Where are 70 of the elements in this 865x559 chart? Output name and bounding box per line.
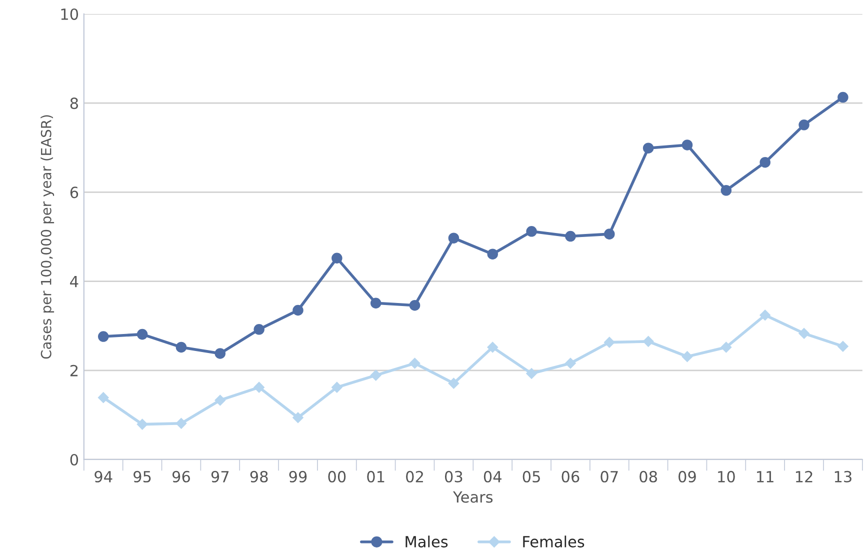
- x-tick-label: 13: [834, 470, 852, 482]
- x-tick-label: 95: [134, 470, 151, 482]
- point: [682, 140, 693, 150]
- point: [370, 370, 382, 381]
- x-tick-label: 10: [718, 470, 735, 482]
- x-tick-label: 02: [406, 470, 423, 482]
- point: [487, 248, 498, 260]
- x-tick-label: 00: [328, 470, 346, 482]
- point: [526, 368, 537, 379]
- x-tick-label: 96: [172, 470, 190, 482]
- point: [798, 120, 810, 130]
- point: [136, 418, 148, 430]
- point: [682, 351, 693, 362]
- x-tick-label: 03: [444, 470, 462, 482]
- point: [448, 232, 460, 244]
- point: [176, 342, 187, 353]
- x-axis-title: Years: [452, 491, 493, 503]
- point: [838, 92, 848, 103]
- point: [292, 412, 304, 424]
- x-tick-label: 12: [796, 470, 812, 482]
- y-tick-label: 6: [70, 186, 78, 198]
- y-tick-label: 8: [70, 98, 78, 110]
- x-tick-label: 94: [94, 470, 112, 482]
- x-tick-label: 98: [250, 470, 268, 482]
- point: [136, 328, 148, 340]
- point: [254, 382, 264, 393]
- x-tick-label: 07: [600, 470, 618, 482]
- point: [98, 392, 109, 403]
- x-tick-label: 11: [757, 471, 774, 482]
- point: [487, 342, 498, 353]
- x-tick-label: 97: [211, 470, 229, 482]
- x-tick-label: 08: [640, 470, 657, 482]
- point: [760, 156, 770, 168]
- point: [98, 331, 109, 342]
- x-tick-label: 06: [562, 470, 580, 482]
- x-tick-label: 04: [484, 470, 502, 482]
- point: [526, 226, 537, 237]
- point: [409, 358, 420, 369]
- point: [214, 394, 226, 406]
- x-tick-label: 99: [289, 470, 307, 482]
- x-tick-label: 01: [367, 470, 384, 482]
- legend-label: Females: [523, 536, 584, 548]
- x-tick-label: 09: [678, 470, 696, 482]
- point: [798, 328, 810, 339]
- point: [176, 418, 187, 429]
- x-tick-label: 05: [522, 470, 540, 482]
- y-tick-label: 4: [70, 276, 78, 288]
- point: [448, 378, 460, 389]
- point: [332, 252, 342, 264]
- legend-label: Males: [406, 536, 448, 548]
- point: [642, 336, 654, 347]
- y-axis-title: Cases per 100,000 per year (EASR): [40, 115, 54, 359]
- point: [565, 230, 576, 242]
- point: [370, 298, 382, 308]
- point: [720, 342, 732, 353]
- point: [720, 185, 732, 196]
- point: [604, 336, 615, 348]
- point: [254, 324, 264, 335]
- point: [604, 228, 615, 240]
- point: [331, 382, 342, 393]
- point: [409, 300, 420, 311]
- point: [642, 142, 654, 154]
- point: [292, 304, 304, 316]
- point: [760, 310, 771, 321]
- point: [214, 348, 226, 359]
- point: [838, 340, 848, 352]
- y-tick-label: 0: [70, 454, 78, 466]
- y-tick-label: 10: [61, 8, 78, 20]
- y-tick-label: 2: [70, 364, 78, 376]
- point: [565, 358, 576, 369]
